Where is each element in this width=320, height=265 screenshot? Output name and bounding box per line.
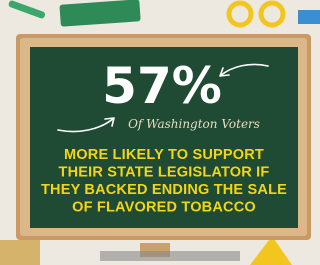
caption-strip	[100, 251, 240, 261]
message-line: MORE LIKELY TO SUPPORT	[64, 147, 264, 163]
scene: 57% Of Washington Voters MORE LIKELY TO …	[0, 0, 320, 265]
ruler	[0, 240, 40, 265]
message-line: THEY BACKED ENDING THE SALE	[41, 182, 287, 198]
message-line: OF FLAVORED TOBACCO	[72, 200, 256, 216]
message: MORE LIKELY TO SUPPORT THEIR STATE LEGISL…	[41, 147, 287, 216]
stat: 57%	[102, 57, 222, 115]
message-line: THEIR STATE LEGISLATOR IF	[59, 165, 270, 181]
page: {"board": {"stat": "57%", "subtitle": "O…	[0, 0, 320, 265]
eraser	[298, 10, 320, 24]
subtitle: Of Washington Voters	[128, 117, 260, 131]
